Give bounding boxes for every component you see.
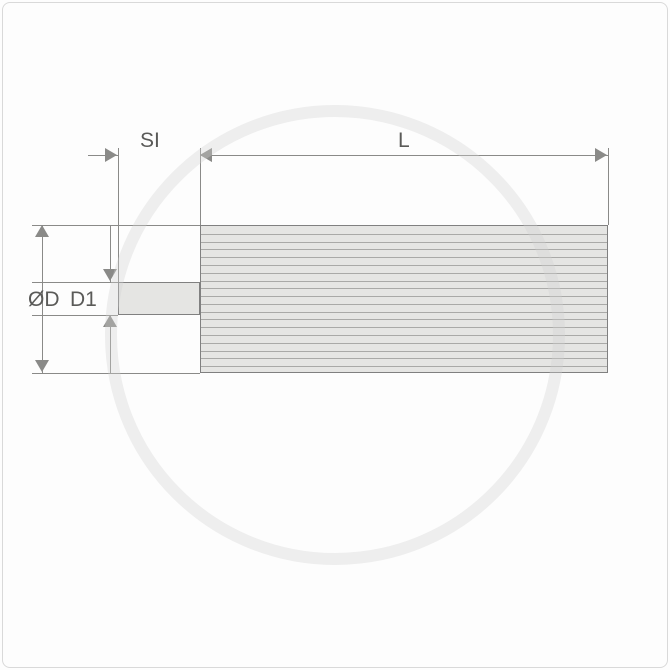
arrowhead xyxy=(35,225,49,237)
dim-line xyxy=(608,148,609,225)
dimension-label-d: ØD xyxy=(28,288,60,312)
arrowhead xyxy=(35,360,49,372)
dimension-label-d1: D1 xyxy=(70,288,97,312)
arrowhead xyxy=(595,148,607,162)
diagram-canvas: L SI D1 ØD xyxy=(0,0,670,670)
arrowhead xyxy=(105,148,117,162)
dim-line xyxy=(32,282,118,283)
watermark xyxy=(105,105,565,565)
dimension-label-si: SI xyxy=(140,129,160,153)
